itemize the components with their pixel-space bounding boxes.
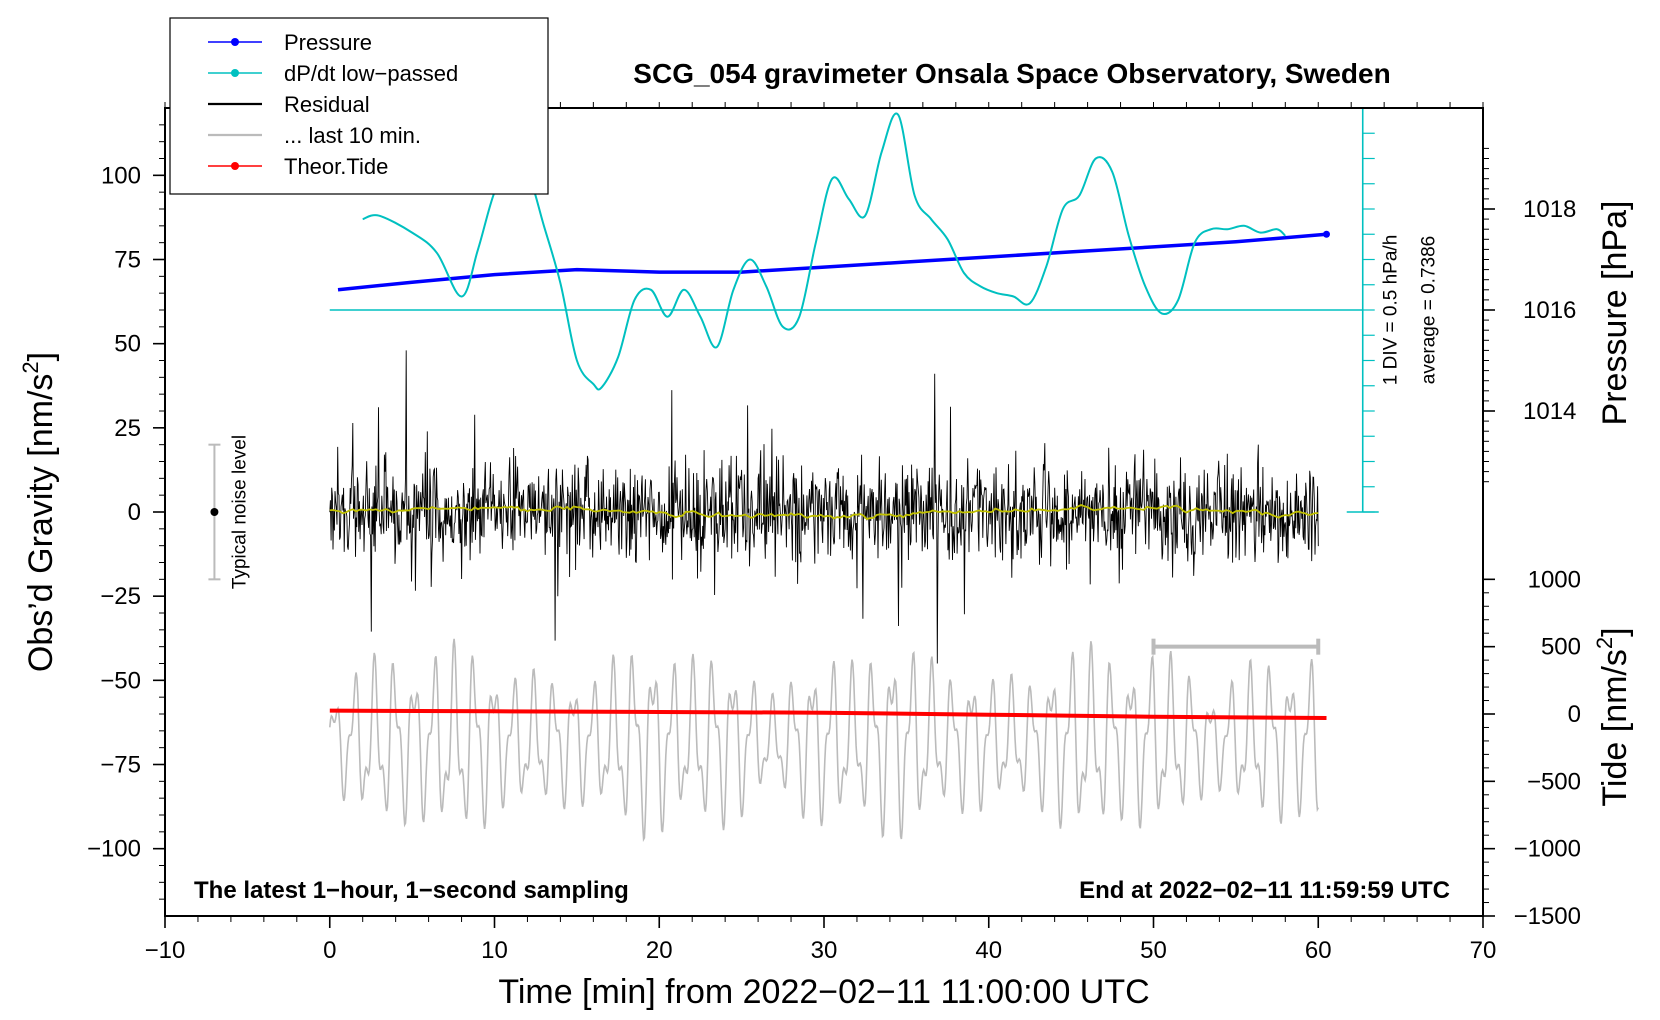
y-tick-label: 0 xyxy=(128,499,141,526)
y-tick-label: 50 xyxy=(114,331,141,358)
y-tick-label: −75 xyxy=(100,752,141,779)
dpdt-average-label: average = 0.7386 xyxy=(1419,236,1440,384)
pressure-line xyxy=(337,232,1327,292)
residual-series xyxy=(329,350,1319,664)
y-axis-tide-title-end: ] xyxy=(1596,627,1634,636)
noise-level-center-dot xyxy=(210,508,219,516)
annotation-sampling: The latest 1−hour, 1−second sampling xyxy=(194,877,629,904)
y-axis-left-title-main: Obs’d Gravity [nm/s xyxy=(22,374,60,673)
x-tick-label: 20 xyxy=(646,937,673,964)
legend-label: dP/dt low−passed xyxy=(284,61,458,86)
residual-smoothed-series xyxy=(329,504,1319,521)
pressure-end-marker xyxy=(1322,230,1330,238)
chart-title: SCG_054 gravimeter Onsala Space Observat… xyxy=(633,58,1390,89)
y-axis-tide-title: Tide [nm/s2] xyxy=(1592,627,1634,806)
tide-tick-label: 1000 xyxy=(1528,566,1581,593)
noise-level-bar xyxy=(208,443,221,581)
x-tick-label: 50 xyxy=(1140,937,1167,964)
annotation-end-time: End at 2022−02−11 11:59:59 UTC xyxy=(1079,877,1450,904)
pressure-tick-label: 1014 xyxy=(1523,398,1576,425)
y-axis-tide-title-sup: 2 xyxy=(1592,637,1617,649)
residual-smoothed-line xyxy=(329,504,1319,521)
y-tick-label: −50 xyxy=(100,667,141,694)
y-axis-tide: 1000 500 0 −500 −1000 −1500 xyxy=(1483,566,1581,930)
noise-level-label: Typical noise level xyxy=(229,435,250,589)
last-10-min-series xyxy=(329,638,1320,843)
legend-label: Residual xyxy=(284,92,370,117)
y-tick-label: 100 xyxy=(101,162,141,189)
y-axis-left: 100 75 50 25 0 −25 −50 −75 −100 xyxy=(87,124,165,900)
last-10-min-bracket xyxy=(1151,638,1321,655)
x-tick-label: 60 xyxy=(1305,937,1332,964)
legend-marker xyxy=(231,38,239,46)
dpdt-scale-div-label: 1 DIV = 0.5 hPa/h xyxy=(1381,235,1402,386)
dpdt-line xyxy=(362,112,1286,391)
x-tick-label: 40 xyxy=(975,937,1002,964)
x-axis: −10 0 10 20 30 40 50 60 70 xyxy=(145,102,1497,964)
y-tick-label: −100 xyxy=(87,836,141,863)
y-axis-left-title-sup: 2 xyxy=(18,361,43,373)
pressure-series xyxy=(337,230,1330,292)
legend-marker xyxy=(231,69,239,77)
pressure-tick-label: 1016 xyxy=(1523,297,1576,324)
y-axis-tide-title-main: Tide [nm/s xyxy=(1596,649,1634,806)
legend-label: Theor.Tide xyxy=(284,154,388,179)
x-tick-label: 0 xyxy=(323,937,336,964)
y-axis-pressure: 1018 1016 1014 xyxy=(1483,147,1576,483)
legend: Pressure dP/dt low−passed Residual ... last… xyxy=(169,17,549,195)
legend-label: ... last 10 min. xyxy=(284,123,421,148)
last-10-min-line xyxy=(329,638,1320,843)
y-tick-label: −25 xyxy=(100,583,141,610)
y-tick-label: 25 xyxy=(114,415,141,442)
x-tick-label: −10 xyxy=(145,937,186,964)
y-axis-left-title: Obs’d Gravity [nm/s2] xyxy=(18,352,60,672)
x-tick-label: 30 xyxy=(811,937,838,964)
x-tick-label: 10 xyxy=(481,937,508,964)
y-axis-left-title-end: ] xyxy=(22,352,60,361)
tide-tick-label: 0 xyxy=(1568,701,1581,728)
legend-marker xyxy=(231,162,239,170)
dpdt-scale xyxy=(1346,107,1379,513)
y-tick-label: 75 xyxy=(114,247,141,274)
theoretical-tide-series xyxy=(329,708,1327,720)
legend-label: Pressure xyxy=(284,30,372,55)
pressure-tick-label: 1018 xyxy=(1523,196,1576,223)
x-tick-label: 70 xyxy=(1470,937,1497,964)
tide-tick-label: −1500 xyxy=(1514,903,1581,930)
tide-tick-label: 500 xyxy=(1541,634,1581,661)
dpdt-series xyxy=(329,112,1363,391)
x-axis-title: Time [min] from 2022−02−11 11:00:00 UTC xyxy=(498,973,1149,1011)
tide-line xyxy=(329,708,1327,720)
residual-line xyxy=(329,350,1319,664)
y-axis-pressure-title: Pressure [hPa] xyxy=(1596,201,1634,426)
tide-tick-label: −1000 xyxy=(1514,836,1581,863)
tide-tick-label: −500 xyxy=(1527,768,1581,795)
